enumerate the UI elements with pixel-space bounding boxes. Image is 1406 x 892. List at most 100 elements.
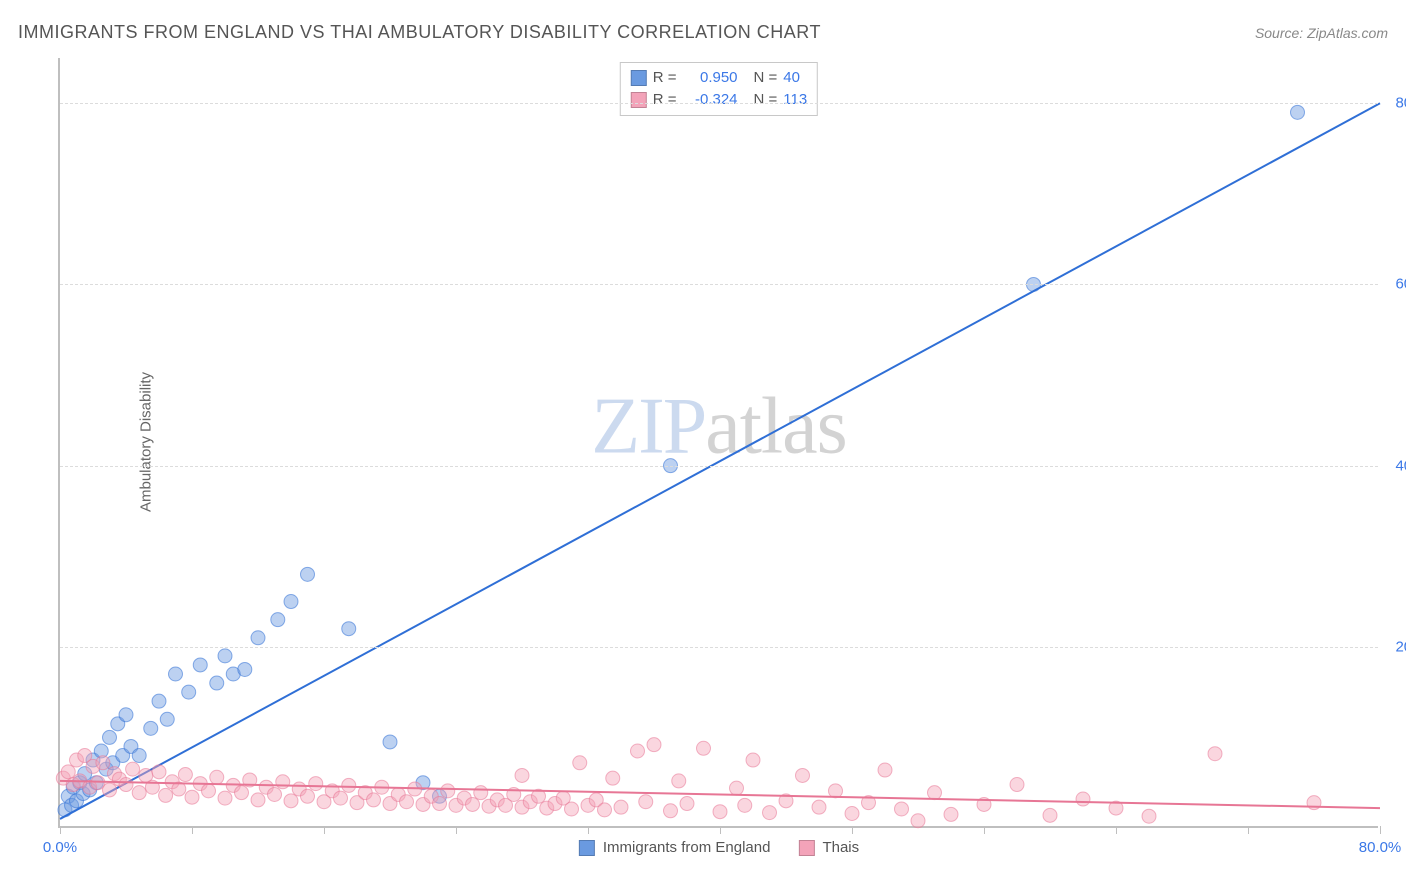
data-point (152, 694, 166, 708)
data-point (96, 756, 110, 770)
n-value-0: 40 (783, 67, 800, 89)
r-label: R = (653, 67, 677, 89)
chart-header: IMMIGRANTS FROM ENGLAND VS THAI AMBULATO… (18, 22, 1388, 43)
data-point (606, 771, 620, 785)
data-point (400, 795, 414, 809)
data-point (178, 768, 192, 782)
data-point (309, 777, 323, 791)
data-point (680, 797, 694, 811)
data-point (119, 778, 133, 792)
data-point (911, 814, 925, 828)
n-label: N = (754, 89, 778, 111)
data-point (334, 791, 348, 805)
source-label: Source: (1255, 25, 1307, 41)
data-point (631, 744, 645, 758)
data-point (944, 807, 958, 821)
data-point (730, 781, 744, 795)
data-point (342, 778, 356, 792)
data-point (276, 775, 290, 789)
data-point (251, 793, 265, 807)
data-point (218, 791, 232, 805)
data-point (598, 803, 612, 817)
data-point (1076, 792, 1090, 806)
data-point (284, 595, 298, 609)
data-point (1291, 105, 1305, 119)
data-point (614, 800, 628, 814)
data-point (152, 765, 166, 779)
data-point (301, 567, 315, 581)
x-tick (852, 826, 853, 834)
data-point (647, 738, 661, 752)
y-tick-label: 40.0% (1395, 457, 1406, 474)
x-tick (1116, 826, 1117, 834)
data-point (301, 789, 315, 803)
series-legend: Immigrants from England Thais (579, 839, 859, 856)
data-point (796, 768, 810, 782)
data-point (639, 795, 653, 809)
data-point (1043, 808, 1057, 822)
x-tick (456, 826, 457, 834)
data-point (159, 788, 173, 802)
data-point (672, 774, 686, 788)
regression-line (60, 103, 1380, 819)
n-value-1: 113 (783, 89, 807, 111)
data-point (218, 649, 232, 663)
r-value-1: -0.324 (683, 89, 738, 111)
x-tick-label: 80.0% (1359, 839, 1402, 856)
data-point (845, 807, 859, 821)
swatch-bottom-0 (579, 840, 595, 856)
data-point (268, 787, 282, 801)
data-point (713, 805, 727, 819)
data-point (210, 676, 224, 690)
swatch-bottom-1 (798, 840, 814, 856)
data-point (697, 741, 711, 755)
r-label: R = (653, 89, 677, 111)
correlation-legend: R = 0.950 N = 40 R = -0.324 N = 113 (620, 62, 818, 116)
data-point (383, 735, 397, 749)
data-point (812, 800, 826, 814)
gridline (60, 647, 1378, 648)
data-point (342, 622, 356, 636)
data-point (238, 662, 252, 676)
data-point (103, 783, 117, 797)
y-tick-label: 80.0% (1395, 95, 1406, 112)
data-point (61, 765, 75, 779)
data-point (126, 762, 140, 776)
legend-item-1: Thais (798, 839, 859, 856)
data-point (738, 798, 752, 812)
data-point (895, 802, 909, 816)
chart-svg (60, 58, 1378, 826)
data-point (928, 786, 942, 800)
legend-label-0: Immigrants from England (603, 839, 771, 856)
data-point (565, 802, 579, 816)
data-point (271, 613, 285, 627)
data-point (210, 770, 224, 784)
swatch-series-1 (631, 92, 647, 108)
data-point (132, 749, 146, 763)
data-point (763, 806, 777, 820)
gridline (60, 284, 1378, 285)
data-point (1208, 747, 1222, 761)
plot-area: Ambulatory Disability ZIPatlas R = 0.950… (58, 58, 1378, 828)
gridline (60, 466, 1378, 467)
y-tick-label: 20.0% (1395, 638, 1406, 655)
data-point (573, 756, 587, 770)
data-point (474, 786, 488, 800)
source-value: ZipAtlas.com (1307, 25, 1388, 41)
x-tick (1380, 826, 1381, 834)
legend-row-series-1: R = -0.324 N = 113 (631, 89, 807, 111)
data-point (515, 768, 529, 782)
data-point (367, 793, 381, 807)
y-tick-label: 60.0% (1395, 276, 1406, 293)
data-point (251, 631, 265, 645)
data-point (160, 712, 174, 726)
data-point (878, 763, 892, 777)
data-point (746, 753, 760, 767)
data-point (433, 797, 447, 811)
data-point (664, 804, 678, 818)
data-point (829, 784, 843, 798)
data-point (441, 784, 455, 798)
legend-item-0: Immigrants from England (579, 839, 771, 856)
x-tick (192, 826, 193, 834)
data-point (202, 784, 216, 798)
